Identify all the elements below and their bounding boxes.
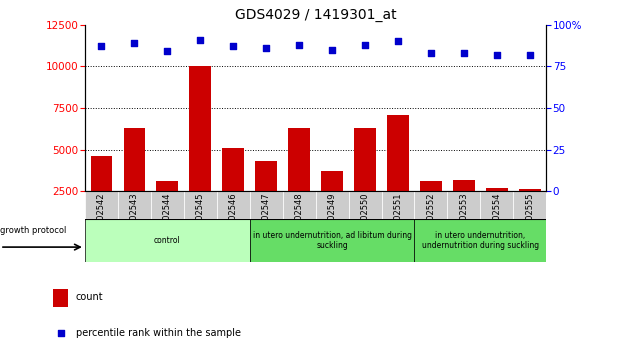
Point [492, 52, 502, 58]
Text: GSM402547: GSM402547 [262, 192, 271, 242]
Bar [53, 289, 68, 307]
Text: control: control [154, 236, 181, 245]
Bar [486, 188, 507, 191]
Text: in utero undernutrition,
undernutrition during suckling: in utero undernutrition, undernutrition … [422, 231, 539, 250]
FancyBboxPatch shape [151, 191, 184, 219]
Bar [190, 66, 211, 191]
FancyBboxPatch shape [316, 191, 349, 219]
FancyBboxPatch shape [349, 191, 382, 219]
FancyBboxPatch shape [217, 191, 250, 219]
Point [426, 50, 436, 56]
Point [195, 37, 205, 42]
Text: GSM402549: GSM402549 [328, 192, 337, 242]
Text: GSM402545: GSM402545 [196, 192, 205, 242]
Bar [420, 181, 441, 191]
Text: in utero undernutrition, ad libitum during
suckling: in utero undernutrition, ad libitum duri… [252, 231, 411, 250]
Point [129, 40, 139, 46]
Point [393, 39, 403, 44]
Point [56, 330, 66, 336]
Bar [90, 156, 112, 191]
FancyBboxPatch shape [514, 191, 546, 219]
Text: GSM402551: GSM402551 [394, 192, 403, 242]
FancyBboxPatch shape [85, 191, 118, 219]
Text: GSM402553: GSM402553 [460, 192, 468, 242]
Bar [414, 219, 546, 262]
Bar [156, 181, 178, 191]
Text: GSM402548: GSM402548 [295, 192, 303, 242]
Point [261, 45, 271, 51]
Point [360, 42, 370, 47]
FancyBboxPatch shape [447, 191, 480, 219]
Bar [519, 189, 541, 191]
Text: GSM402543: GSM402543 [130, 192, 139, 242]
FancyBboxPatch shape [382, 191, 414, 219]
Bar [387, 115, 409, 191]
Text: GSM402554: GSM402554 [492, 192, 501, 242]
Title: GDS4029 / 1419301_at: GDS4029 / 1419301_at [235, 8, 396, 22]
Point [294, 42, 304, 47]
Text: GSM402542: GSM402542 [97, 192, 106, 242]
Text: count: count [76, 292, 104, 302]
Text: GSM402552: GSM402552 [426, 192, 435, 242]
Bar [222, 148, 244, 191]
FancyBboxPatch shape [250, 191, 283, 219]
Text: GSM402555: GSM402555 [526, 192, 534, 242]
Bar [354, 128, 376, 191]
Bar [124, 128, 145, 191]
FancyBboxPatch shape [118, 191, 151, 219]
Bar [85, 219, 250, 262]
FancyBboxPatch shape [480, 191, 514, 219]
Bar [453, 179, 475, 191]
Text: GSM402546: GSM402546 [229, 192, 237, 242]
Point [162, 48, 172, 54]
Point [525, 52, 535, 58]
Point [228, 44, 238, 49]
FancyBboxPatch shape [414, 191, 447, 219]
Text: GSM402550: GSM402550 [360, 192, 369, 242]
Text: percentile rank within the sample: percentile rank within the sample [76, 328, 241, 338]
Bar [288, 128, 310, 191]
Point [459, 50, 469, 56]
Point [327, 47, 337, 52]
Bar [250, 219, 414, 262]
Point [96, 44, 106, 49]
Bar [256, 161, 277, 191]
FancyBboxPatch shape [283, 191, 316, 219]
FancyBboxPatch shape [184, 191, 217, 219]
Text: growth protocol: growth protocol [0, 226, 67, 235]
Bar [322, 171, 343, 191]
Text: GSM402544: GSM402544 [163, 192, 171, 242]
